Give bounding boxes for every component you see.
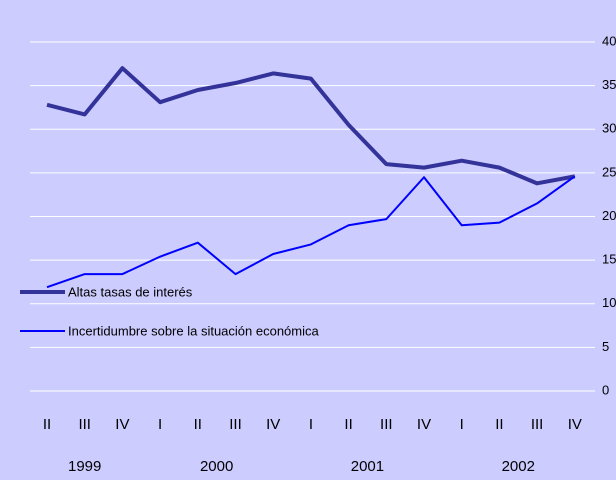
- y-tick-label: 20: [602, 208, 616, 223]
- x-tick-label: IV: [417, 416, 431, 433]
- x-tick-label: III: [380, 416, 393, 433]
- y-tick-label: 35: [602, 77, 616, 92]
- x-tick-label: III: [78, 416, 91, 433]
- x-tick-label: II: [194, 416, 202, 433]
- x-group-label: 2000: [200, 458, 233, 475]
- y-tick-label: 10: [602, 295, 616, 310]
- x-tick-label: II: [344, 416, 352, 433]
- series-line: [46, 175, 576, 289]
- legend-label: Incertidumbre sobre la situación económi…: [68, 323, 320, 338]
- legend-label: Altas tasas de interés: [68, 284, 193, 299]
- y-tick-label: 15: [602, 252, 616, 267]
- x-tick-label: IV: [266, 416, 280, 433]
- x-group-label: 1999: [68, 458, 101, 475]
- x-group-label: 2002: [502, 458, 535, 475]
- x-tick-label: IV: [568, 416, 582, 433]
- x-tick-label: III: [531, 416, 544, 433]
- series-line: [46, 66, 576, 186]
- x-tick-label: I: [460, 416, 464, 433]
- y-tick-label: 0: [602, 382, 609, 397]
- x-group-label: 2001: [351, 458, 384, 475]
- x-tick-label: II: [495, 416, 503, 433]
- x-tick-label: I: [309, 416, 313, 433]
- y-tick-label: 25: [602, 164, 616, 179]
- x-tick-label: IV: [115, 416, 129, 433]
- y-tick-label: 40: [602, 33, 616, 48]
- y-tick-label: 5: [602, 339, 609, 354]
- x-tick-label: I: [158, 416, 162, 433]
- x-tick-label: II: [43, 416, 51, 433]
- x-tick-label: III: [229, 416, 242, 433]
- y-tick-label: 30: [602, 121, 616, 136]
